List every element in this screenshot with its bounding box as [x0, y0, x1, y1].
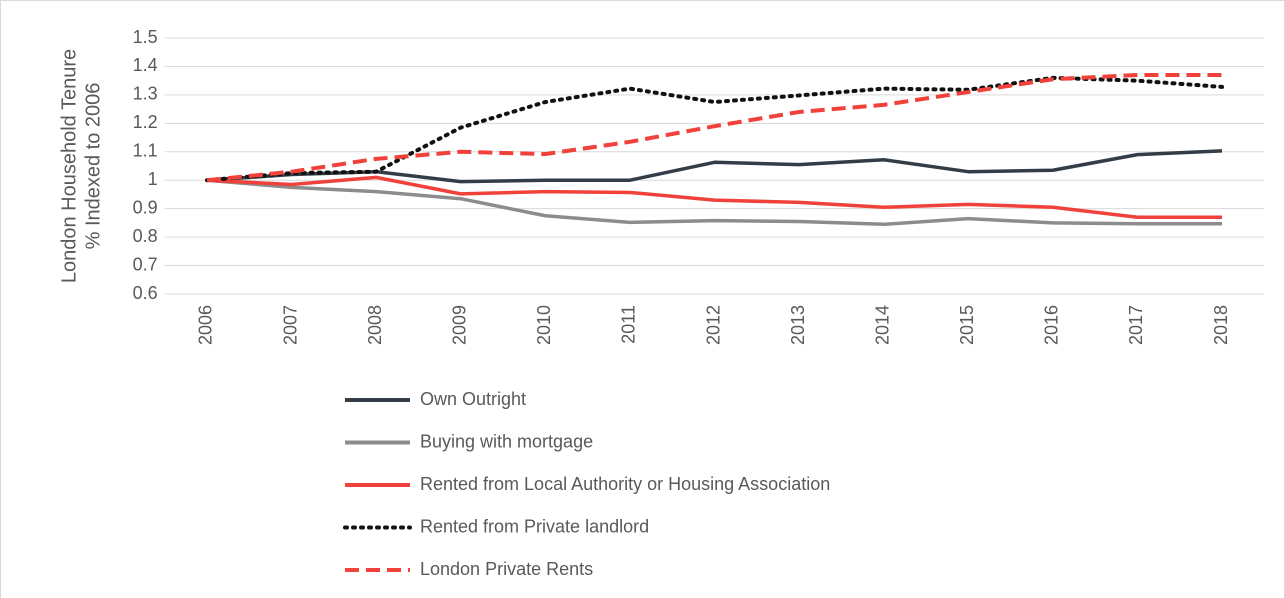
y-label-line: % Indexed to 2006 [82, 83, 104, 250]
x-tick-label: 2006 [196, 305, 216, 345]
y-tick-label: 1.1 [133, 141, 158, 161]
series-line [206, 175, 1223, 219]
y-axis-title: London Household Tenure % Indexed to 200… [58, 49, 104, 283]
x-tick-label: 2015 [957, 305, 977, 345]
x-tick-label: 2008 [365, 305, 385, 345]
y-tick-label: 0.6 [133, 283, 158, 303]
x-tick-label: 2013 [788, 305, 808, 345]
y-tick-label: 0.9 [133, 197, 158, 217]
legend-label: Buying with mortgage [420, 431, 593, 451]
series-line [206, 149, 1223, 184]
legend-label: London Private Rents [420, 559, 593, 579]
y-tick-label: 0.8 [133, 226, 158, 246]
y-label-line: London Household Tenure [58, 49, 80, 283]
legend-label: Own Outright [420, 389, 526, 409]
series-line [206, 178, 1223, 227]
x-tick-label: 2012 [703, 305, 723, 345]
y-tick-label: 1.3 [133, 84, 158, 104]
x-tick-label: 2016 [1042, 305, 1062, 345]
x-tick-label: 2018 [1211, 305, 1231, 345]
y-tick-label: 1.2 [133, 112, 158, 132]
x-tick-label: 2011 [619, 305, 639, 344]
series-line [206, 72, 1223, 183]
y-tick-label: 1 [148, 169, 158, 189]
y-tick-label: 1.5 [133, 27, 158, 47]
x-tick-label: 2017 [1126, 305, 1146, 345]
x-tick-label: 2007 [280, 305, 300, 345]
x-tick-label: 2014 [872, 305, 892, 345]
y-tick-label: 0.7 [133, 254, 158, 274]
y-tick-label: 1.4 [133, 55, 158, 75]
series-line [204, 75, 1225, 183]
legend-label: Rented from Private landlord [420, 516, 649, 536]
legend-label: Rented from Local Authority or Housing A… [420, 474, 830, 494]
x-tick-label: 2009 [449, 305, 469, 345]
x-tick-label: 2010 [534, 305, 554, 345]
